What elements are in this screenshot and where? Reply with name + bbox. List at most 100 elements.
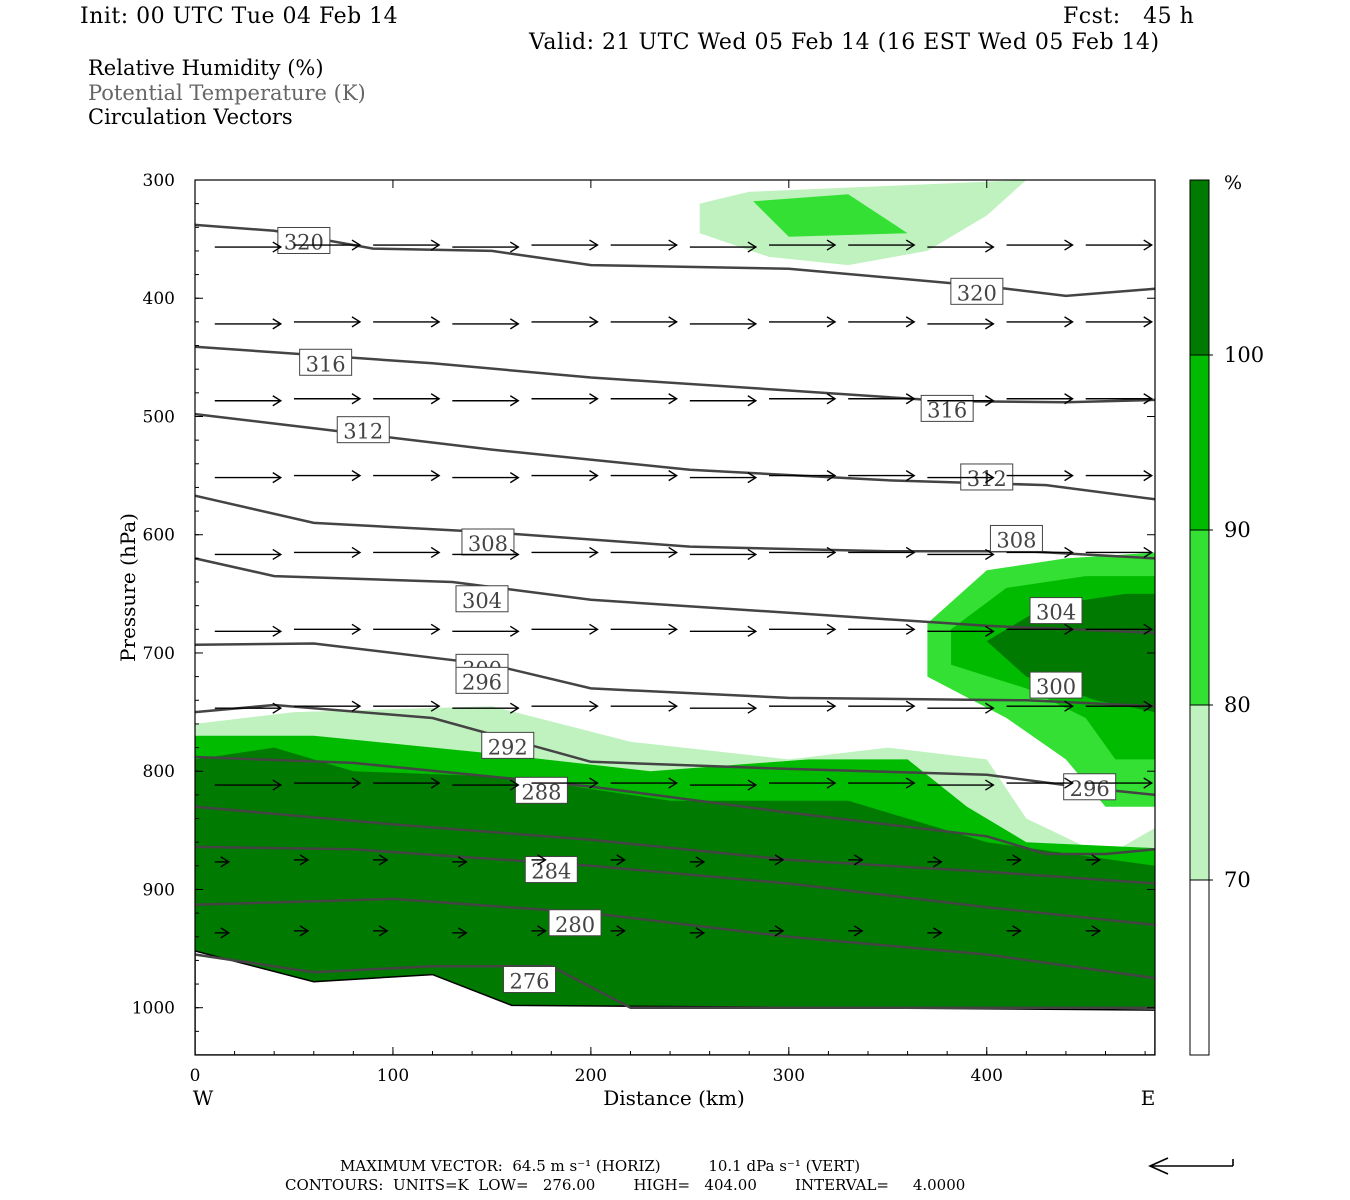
- y-tick-label: 900: [143, 880, 175, 900]
- vector-head: [747, 395, 758, 407]
- vector-head: [1091, 854, 1102, 866]
- theta-label: 308: [996, 528, 1036, 552]
- vector-head: [351, 316, 362, 328]
- theta-label-box: [461, 528, 515, 556]
- theta-contours: 3203203163163123123083083043043003002962…: [194, 223, 1156, 1009]
- theta-contour-312: [194, 412, 1156, 501]
- vector-head: [1064, 470, 1074, 482]
- vector-head: [1012, 854, 1022, 866]
- theta-label: 308: [468, 532, 508, 556]
- plot-frame: [194, 179, 1156, 1056]
- theta-label-box: [1063, 773, 1117, 801]
- x-tick-label: 200: [575, 1066, 607, 1086]
- vector-head: [537, 925, 547, 937]
- vector-head: [985, 779, 995, 791]
- theta-label-box: [336, 416, 390, 444]
- vector-head: [747, 702, 758, 714]
- legend-theta: Potential Temperature (K): [88, 81, 366, 105]
- theta-label: 300: [1036, 675, 1076, 699]
- vector-head: [430, 470, 441, 482]
- vector-head: [351, 777, 362, 789]
- vector-head: [351, 470, 362, 482]
- west-label: W: [193, 1086, 214, 1110]
- theta-contour-300: [194, 642, 1156, 708]
- vector-head: [589, 393, 599, 405]
- vector-head: [985, 241, 995, 253]
- y-tick-label: 300: [143, 171, 175, 191]
- vector-head: [826, 700, 837, 712]
- theta-contour-288: [194, 805, 1156, 885]
- vector-head: [589, 777, 599, 789]
- vector-head: [351, 546, 362, 559]
- colorbar-label: 100: [1224, 343, 1264, 367]
- vector-head: [272, 625, 283, 637]
- vector-head: [1064, 393, 1074, 405]
- vector-head: [616, 925, 626, 937]
- colorbar-segment: [1190, 880, 1209, 1055]
- vector-head: [933, 856, 943, 868]
- init-time: Init: 00 UTC Tue 04 Feb 14: [80, 4, 399, 29]
- vector-head: [747, 472, 758, 484]
- rh-shading: [195, 180, 1155, 1055]
- vector-head: [1143, 316, 1154, 328]
- y-axis-label: Pressure (hPa): [116, 513, 140, 662]
- vector-head: [1064, 316, 1074, 328]
- vector-head: [589, 700, 599, 712]
- colorbar-frame: [1189, 179, 1210, 1056]
- vector-head: [695, 927, 706, 939]
- vector-head: [747, 625, 758, 637]
- theta-label: 320: [284, 230, 324, 254]
- vector-head: [668, 239, 678, 251]
- vector-head: [589, 470, 599, 482]
- vector-head: [985, 702, 995, 714]
- vector-head: [509, 318, 520, 330]
- vector-head: [905, 393, 916, 405]
- vector-head: [272, 548, 283, 561]
- vector-head: [668, 393, 678, 405]
- theta-label-box: [1029, 671, 1083, 699]
- vector-head: [509, 625, 520, 637]
- vector-head: [668, 316, 678, 328]
- vector-head: [668, 777, 678, 789]
- theta-label: 304: [462, 589, 502, 613]
- colorbar: 100 90 80 70%: [1189, 172, 1264, 1056]
- x-tick-label: 400: [971, 1066, 1003, 1086]
- colorbar-label: 90: [1224, 518, 1251, 542]
- theta-label-box: [950, 277, 1004, 305]
- theta-contour-280: [194, 897, 1156, 980]
- colorbar-segment: [1190, 705, 1209, 880]
- vector-head: [853, 854, 864, 866]
- vector-head: [747, 318, 758, 330]
- vector-head: [589, 239, 599, 251]
- vector-head: [430, 623, 441, 635]
- vector-head: [985, 318, 995, 330]
- axes: 300 400 500 600 700 800 900 1000 0 100 200 300 400 Di…: [116, 171, 1234, 1175]
- vector-head: [509, 241, 520, 253]
- theta-label: 284: [531, 860, 571, 884]
- rh-region-80: [753, 194, 908, 237]
- vector-head: [826, 546, 837, 559]
- vector-head: [1064, 239, 1074, 251]
- vector-head: [457, 927, 468, 939]
- vector-head: [1012, 925, 1022, 937]
- y-tick-label: 700: [143, 644, 175, 664]
- contours-text: CONTOURS: UNITS=K LOW= 276.00 HIGH= 404.…: [285, 1176, 966, 1194]
- vector-head: [933, 927, 943, 939]
- vector-head: [905, 777, 916, 789]
- colorbar-segment: [1190, 530, 1209, 705]
- vector-head: [826, 393, 837, 405]
- valid-time: Valid: 21 UTC Wed 05 Feb 14 (16 EST Wed …: [529, 30, 1160, 55]
- x-axis-label: Distance (km): [603, 1086, 745, 1110]
- theta-label: 312: [967, 467, 1007, 491]
- vector-head: [430, 777, 441, 789]
- rh-region-100: [195, 747, 1155, 1008]
- theta-label: 296: [1070, 777, 1110, 801]
- theta-label-box: [455, 585, 509, 613]
- theta-label-box: [920, 394, 974, 422]
- vector-head: [668, 470, 678, 482]
- vector-head: [985, 472, 995, 484]
- vector-head: [1143, 239, 1154, 251]
- vector-head: [272, 395, 283, 407]
- vector-head: [1091, 925, 1102, 937]
